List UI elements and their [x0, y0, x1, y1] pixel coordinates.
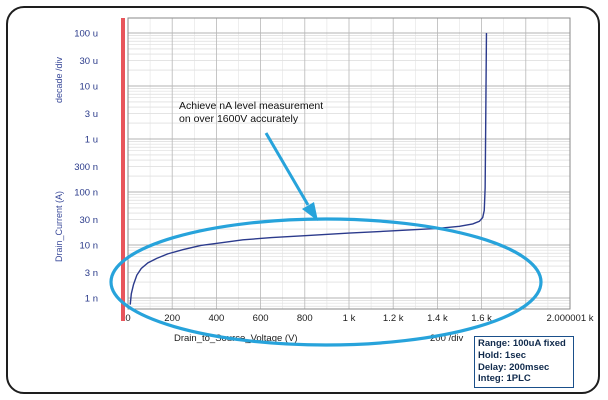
callout-arrow-head [302, 202, 318, 221]
y-tick-label: 10 n [80, 241, 99, 252]
y-tick-label: 3 n [85, 268, 98, 279]
x-tick-label: 800 [297, 313, 313, 324]
x-tick-label: 0 [125, 313, 130, 324]
series-line [129, 32, 488, 305]
x-tick-label: 1 k [343, 313, 356, 324]
y-tick-label: 100 u [74, 29, 98, 40]
x-tick-label: 1.4 k [427, 313, 448, 324]
annotation-line1: Achieve nA level measurement [179, 100, 323, 112]
x-tick-label: 600 [253, 313, 269, 324]
annotation-line2: on over 1600V accurately [179, 113, 299, 125]
x-tick-labels: 0 200 400 600 800 1 k 1.2 k 1.4 k 1.6 k 2.000001 … [125, 313, 593, 324]
y-tick-label: 30 u [80, 56, 99, 67]
y-tick-labels: 1 n 3 n 10 n 30 n 100 n 300 n 1 u 3 u 10 u 30 u 10… [74, 29, 98, 305]
y-tick-label: 3 u [85, 109, 98, 120]
y-tick-label: 100 n [74, 188, 98, 199]
grid-major [128, 18, 570, 309]
measurement-settings-box: Range: 100uA fixed Hold: 1sec Delay: 200… [474, 336, 574, 388]
plot-border-rect [127, 17, 571, 310]
setting-range: Range: 100uA fixed [478, 338, 566, 349]
highlight-ellipse [109, 217, 543, 347]
y-tick-label: 1 n [85, 294, 98, 305]
y-tick-label: 30 n [80, 215, 99, 226]
x-tick-label: 1.6 k [471, 313, 492, 324]
y-tick-label: 1 u [85, 135, 98, 146]
y-tick-label: 10 u [80, 82, 99, 93]
setting-integ: Integ: 1PLC [478, 373, 531, 385]
y-axis-label: Drain_Current (A) [54, 191, 64, 262]
x-tick-label: 1.2 k [383, 313, 404, 324]
x-tick-label: 2.000001 k [546, 313, 593, 324]
plot-border [127, 17, 571, 310]
y-scale-note: decade /div [54, 56, 64, 103]
setting-hold: Hold: 1sec [478, 349, 527, 361]
x-scale-note: 200 /div [430, 333, 464, 344]
x-tick-label: 400 [208, 313, 224, 324]
x-tick-label: 200 [164, 313, 180, 324]
setting-delay: Delay: 200msec [478, 361, 550, 373]
y-tick-label: 300 n [74, 162, 98, 173]
callout-arrow-shaft [264, 132, 310, 206]
